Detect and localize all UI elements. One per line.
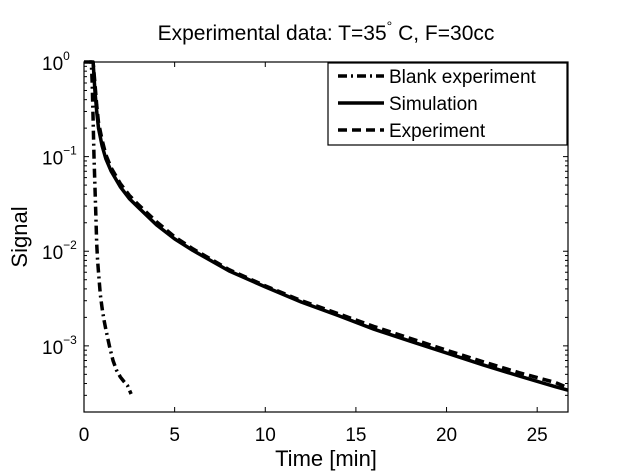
x-tick-label: 5	[169, 425, 180, 446]
legend-label-blank: Blank experiment	[389, 67, 537, 88]
y-tick-label: 10−3	[42, 333, 77, 359]
x-tick-label: 15	[345, 425, 366, 446]
series-layer	[84, 60, 569, 395]
y-tick-label: 10−1	[42, 144, 77, 170]
x-tick-label: 10	[255, 425, 276, 446]
ticks-layer: 0 5 10 15 20 25 100 10−1 10−2 10−3	[42, 49, 568, 446]
series-line-blank-experiment	[84, 60, 133, 395]
chart-title-main: Experimental data: T=35	[158, 22, 387, 45]
x-tick-label: 0	[79, 425, 90, 446]
chart-title: Experimental data: T=35° C, F=30cc	[158, 18, 495, 45]
legend-label-simulation: Simulation	[389, 94, 478, 115]
y-tick-label: 10−2	[42, 238, 77, 264]
chart-title-rest: C, F=30cc	[392, 22, 494, 45]
y-axis-label: Signal	[7, 206, 32, 267]
y-tick-label: 100	[42, 49, 70, 75]
chart-title-superscript: °	[387, 18, 393, 34]
legend: Blank experiment Simulation Experiment	[327, 62, 568, 146]
x-tick-label: 25	[527, 425, 548, 446]
legend-label-experiment: Experiment	[389, 121, 486, 142]
x-tick-label: 20	[436, 425, 457, 446]
x-axis-label: Time [min]	[275, 446, 377, 471]
series-line-experiment	[89, 60, 569, 390]
